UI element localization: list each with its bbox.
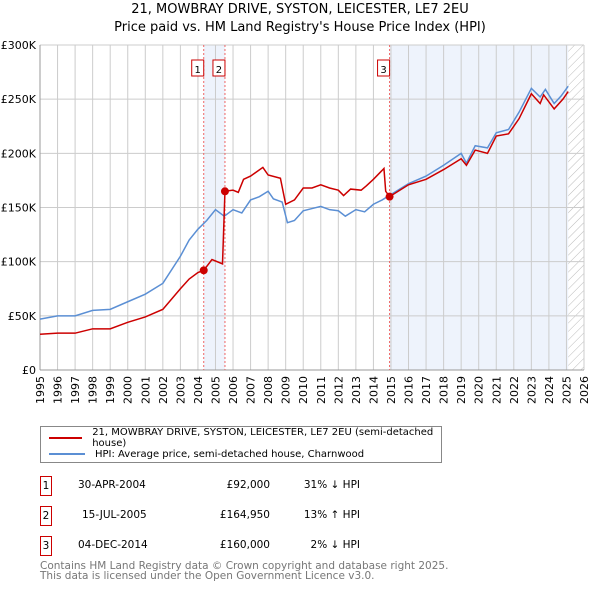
footer-line: This data is licensed under the Open Gov…: [40, 570, 375, 582]
sale-date: 15-JUL-2005: [82, 509, 147, 521]
footer-line: Contains HM Land Registry data © Crown c…: [40, 560, 449, 572]
sale-label: 2: [216, 65, 222, 76]
x-tick-label: 2009: [280, 376, 293, 404]
x-tick-label: 1998: [87, 376, 100, 404]
x-tick-label: 2015: [385, 376, 398, 404]
x-tick-label: 2020: [473, 376, 486, 404]
sale-point: [199, 266, 208, 275]
x-tick-label: 2019: [455, 376, 468, 404]
legend-item-property: 21, MOWBRAY DRIVE, SYSTON, LEICESTER, LE…: [49, 427, 441, 449]
x-tick-label: 1997: [69, 376, 82, 404]
y-tick-label: £100K: [1, 256, 37, 269]
y-tick-label: £0: [22, 364, 36, 377]
x-tick-label: 1995: [34, 376, 47, 404]
x-tick-label: 2024: [543, 376, 556, 404]
sale-price: £92,000: [226, 479, 270, 491]
sale-label-box: [212, 59, 226, 77]
x-tick-label: 2001: [139, 376, 152, 404]
legend-label: HPI: Average price, semi-detached house,…: [95, 448, 365, 460]
sale-hpi-diff: 13% ↑ HPI: [303, 509, 360, 521]
sale-point: [385, 192, 394, 201]
x-tick-label: 2026: [578, 376, 591, 404]
x-tick-label: 1999: [104, 376, 117, 404]
x-tick-label: 2003: [174, 376, 187, 404]
legend-swatch-blue: [49, 453, 85, 455]
x-tick-label: 2006: [227, 376, 240, 404]
y-tick-label: £300K: [1, 39, 37, 52]
legend-item-hpi: HPI: Average price, semi-detached house,…: [49, 447, 364, 461]
x-tick-label: 2023: [525, 376, 538, 404]
sale-hpi-diff: 31% ↓ HPI: [303, 479, 360, 491]
legend: 21, MOWBRAY DRIVE, SYSTON, LEICESTER, LE…: [40, 426, 442, 463]
x-tick-label: 2002: [157, 376, 170, 404]
property-price-line: [39, 91, 569, 335]
sale-price: £164,950: [219, 509, 270, 521]
x-tick-label: 2012: [332, 376, 345, 404]
x-tick-label: 2017: [420, 376, 433, 404]
x-tick-label: 2000: [122, 376, 135, 404]
sale-number: 3: [40, 536, 52, 556]
x-tick-label: 2011: [315, 376, 328, 404]
x-tick-label: 2008: [262, 376, 275, 404]
footer: Contains HM Land Registry data © Crown c…: [40, 560, 449, 582]
x-tick-label: 2016: [403, 376, 416, 404]
x-tick-label: 2018: [438, 376, 451, 404]
x-tick-label: 1996: [52, 376, 65, 404]
y-tick-label: £250K: [1, 93, 37, 106]
sale-price: £160,000: [219, 539, 270, 551]
x-tick-label: 2010: [297, 376, 310, 404]
price-chart: 1995 1996 1997 1998 1999 2000 2001 2002 2003 2004…: [1, 39, 591, 404]
x-tick-label: 2013: [350, 376, 363, 404]
x-tick-label: 2007: [245, 376, 258, 404]
x-tick-label: 2025: [560, 376, 573, 404]
chart-subtitle: Price paid vs. HM Land Registry's House …: [114, 20, 486, 35]
x-tick-label: 2005: [209, 376, 222, 404]
sale-hpi-diff: 2% ↓ HPI: [310, 539, 360, 551]
sale-label-box: [377, 59, 391, 77]
sale-label: 1: [195, 65, 201, 76]
legend-swatch-red: [49, 437, 83, 439]
sale-date: 30-APR-2004: [78, 479, 146, 491]
sale-label-box: [191, 59, 205, 77]
x-tick-label: 2004: [192, 376, 205, 404]
sale-number: 1: [40, 476, 52, 496]
sale-number: 2: [40, 506, 52, 526]
hpi-line: [39, 85, 569, 320]
sale-date: 04-DEC-2014: [78, 539, 148, 551]
sale-point: [220, 187, 229, 196]
y-tick-label: £200K: [1, 147, 37, 160]
chart-title: 21, MOWBRAY DRIVE, SYSTON, LEICESTER, LE…: [131, 2, 469, 17]
legend-label: 21, MOWBRAY DRIVE, SYSTON, LEICESTER, LE…: [92, 427, 434, 449]
x-tick-label: 2022: [508, 376, 521, 404]
sale-label: 3: [380, 65, 386, 76]
y-tick-label: £50K: [8, 310, 37, 323]
x-tick-label: 2021: [490, 376, 503, 404]
y-tick-label: £150K: [1, 202, 37, 215]
x-tick-label: 2014: [367, 376, 380, 404]
